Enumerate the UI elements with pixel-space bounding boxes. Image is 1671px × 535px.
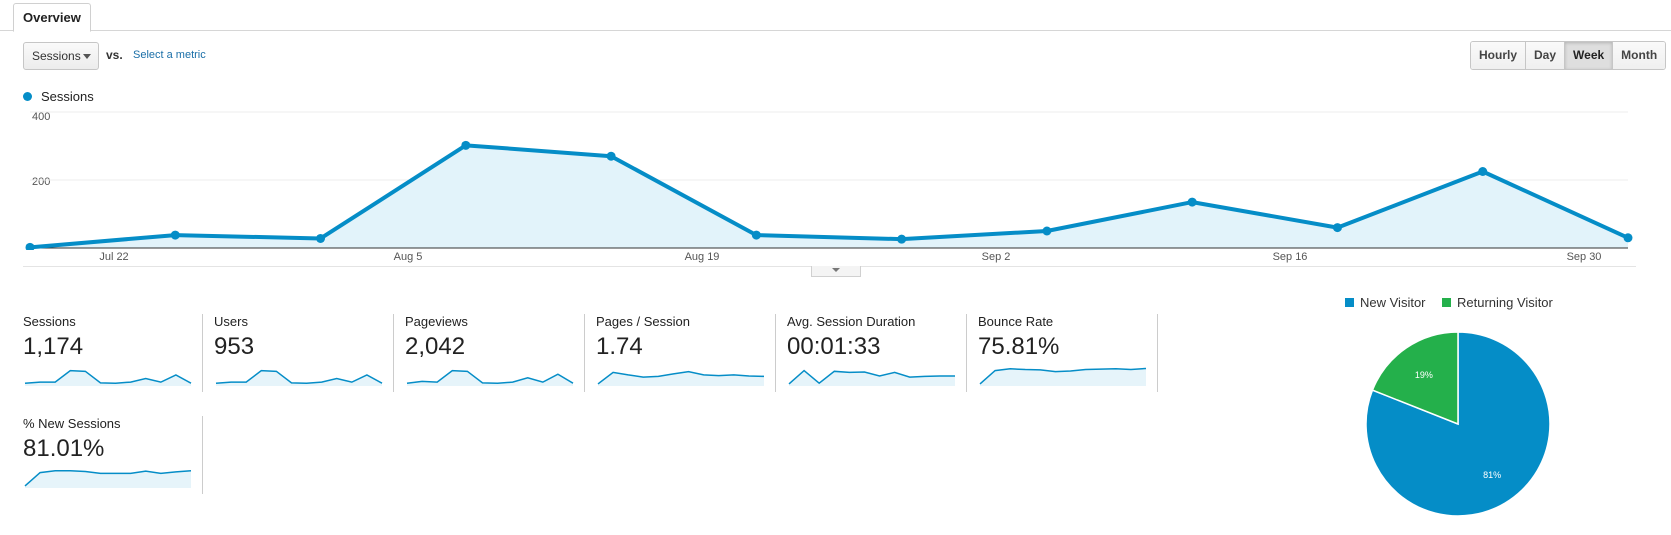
primary-metric-label: Sessions (32, 49, 81, 63)
metric-users[interactable]: Users 953 (214, 314, 394, 392)
sparkline-line (24, 470, 192, 487)
metric-new-sessions[interactable]: % New Sessions 81.01% (23, 416, 203, 494)
sessions-point (316, 233, 326, 243)
x-tick-label: Aug 5 (393, 251, 423, 263)
metric-label: % New Sessions (23, 416, 121, 431)
metric-label: Sessions (23, 314, 76, 329)
metric-sparkline (215, 369, 383, 386)
y-tick-label: 200 (32, 176, 51, 188)
sparkline-area (25, 370, 191, 386)
sessions-area (30, 145, 1628, 248)
sparkline-line (406, 369, 574, 384)
period-month-button[interactable]: Month (1613, 42, 1666, 69)
sessions-legend-dot (23, 92, 32, 101)
metric-separator (1157, 314, 1158, 392)
metric-value: 953 (214, 333, 255, 360)
metric-sessions[interactable]: Sessions 1,174 (23, 314, 203, 392)
vs-label: vs. (106, 48, 123, 62)
sparkline-area (216, 370, 382, 386)
sparkline-area (407, 370, 573, 386)
metric-separator (393, 314, 394, 392)
metric-separator (202, 416, 203, 494)
sessions-line (29, 143, 1629, 250)
metric-separator (775, 314, 776, 392)
metric-label: Avg. Session Duration (787, 314, 916, 329)
metric-value: 1,174 (23, 333, 84, 360)
sparkline-area (25, 470, 191, 488)
metric-value: 00:01:33 (787, 333, 881, 360)
visitor-type-pie-chart[interactable]: 81% 19% (1360, 326, 1556, 522)
pie-slice-label: 19% (1415, 370, 1433, 380)
sparkline-line (597, 370, 765, 385)
sparkline-area (980, 368, 1146, 386)
sessions-point (606, 151, 616, 161)
metric-label: Users (214, 314, 248, 329)
metric-label: Pages / Session (596, 314, 690, 329)
pie-legend-label: Returning Visitor (1457, 295, 1553, 310)
sessions-point (1332, 223, 1342, 233)
period-selector: Hourly Day Week Month (1470, 41, 1667, 70)
chevron-down-icon (83, 54, 91, 59)
tab-overview[interactable]: Overview (13, 3, 91, 32)
metric-separator (584, 314, 585, 392)
y-tick-label: 400 (32, 111, 51, 123)
sessions-line-chart[interactable] (0, 100, 1671, 250)
sparkline-area (598, 371, 764, 386)
sessions-point (1042, 226, 1052, 236)
returning-visitor-swatch (1442, 298, 1451, 307)
pie-legend-returning-visitor: Returning Visitor (1442, 295, 1553, 310)
metric-separator (966, 314, 967, 392)
collapse-chart-toggle[interactable] (811, 266, 861, 277)
period-week-button[interactable]: Week (1565, 42, 1614, 69)
period-day-button[interactable]: Day (1526, 42, 1566, 69)
sparkline-line (24, 369, 192, 384)
tab-bar: Overview (0, 0, 1671, 32)
pie-legend-label: New Visitor (1360, 295, 1426, 310)
metric-value: 2,042 (405, 333, 466, 360)
primary-metric-select[interactable]: Sessions (23, 42, 99, 70)
sparkline-line (979, 367, 1147, 385)
metric-sparkline (24, 369, 192, 386)
sessions-point (170, 230, 180, 240)
new-visitor-swatch (1345, 298, 1354, 307)
pie-slice-label: 81% (1483, 470, 1501, 480)
metric-label: Bounce Rate (978, 314, 1054, 329)
sessions-point (1623, 233, 1633, 243)
sessions-point (25, 242, 35, 250)
x-tick-label: Aug 19 (684, 251, 720, 263)
metric-sparkline (24, 470, 192, 488)
period-hourly-button[interactable]: Hourly (1471, 42, 1527, 69)
x-tick-label: Sep 30 (1566, 251, 1602, 263)
sessions-point (1187, 197, 1197, 207)
chevron-down-icon (832, 268, 840, 272)
pie-legend-new-visitor: New Visitor (1345, 295, 1426, 310)
metric-bounce-rate[interactable]: Bounce Rate 75.81% (978, 314, 1158, 392)
x-tick-label: Sep 16 (1272, 251, 1308, 263)
sparkline-line (788, 369, 955, 385)
sessions-point (897, 234, 907, 244)
sessions-point (1478, 167, 1488, 176)
metric-sparkline (406, 369, 574, 386)
sparkline-line (215, 369, 383, 384)
metric-value: 1.74 (596, 333, 643, 360)
metric-label: Pageviews (405, 314, 468, 329)
sessions-point (751, 230, 761, 240)
metric-value: 81.01% (23, 435, 105, 462)
metric-pageviews[interactable]: Pageviews 2,042 (405, 314, 585, 392)
metric-avg-session-duration[interactable]: Avg. Session Duration 00:01:33 (787, 314, 967, 392)
sessions-point (461, 140, 471, 150)
metric-pages-per-session[interactable]: Pages / Session 1.74 (596, 314, 776, 392)
sessions-legend-label: Sessions (41, 89, 94, 104)
x-tick-label: Sep 2 (981, 251, 1011, 263)
x-tick-label: Jul 22 (99, 251, 129, 263)
pie-slice-returning-visitor (1371, 331, 1459, 426)
metric-sparkline (788, 369, 955, 386)
chart-legend: Sessions (23, 89, 94, 104)
metric-value: 75.81% (978, 333, 1060, 360)
metric-separator (202, 314, 203, 392)
metric-sparkline (979, 367, 1147, 386)
select-metric-link[interactable]: Select a metric (133, 49, 206, 61)
metric-sparkline (597, 370, 765, 386)
